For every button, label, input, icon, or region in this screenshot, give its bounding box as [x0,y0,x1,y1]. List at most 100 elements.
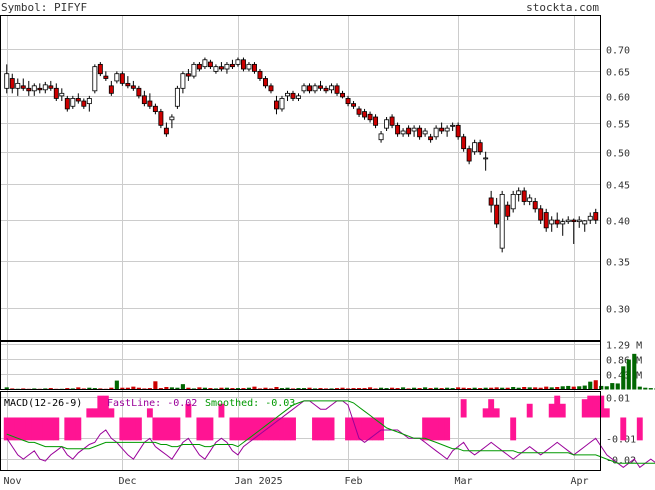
volume-bar [246,387,252,390]
macd-block [290,417,296,441]
macd-block [97,395,104,418]
volume-bar [577,386,582,390]
volume-bar [450,388,455,390]
candle-body [257,70,263,79]
volume-bar [158,388,163,390]
volume-bar [555,387,560,390]
candle-body [274,100,279,110]
volume-bar [147,388,152,390]
macd-block [146,408,153,418]
volume-bar [643,387,648,390]
volume-bar [588,381,593,390]
volume-bar [367,387,373,390]
volume-bar [351,388,356,390]
candle-body [378,133,384,141]
candle-body [246,63,252,70]
candle-body [185,73,191,77]
macd-block [9,417,16,441]
volume-bar [560,386,565,390]
macd-block [20,417,27,441]
candle-body [323,87,329,92]
macd-block [25,417,32,441]
volume-bar [615,383,620,390]
price-panel-frame [0,15,601,341]
candle-body [147,100,153,107]
candle-body [521,190,527,202]
macd-block [157,417,164,441]
candle-body [560,221,566,225]
candle-body [312,85,318,92]
volume-bar [301,388,307,390]
macd-block [620,417,627,441]
volume-bar [290,388,296,390]
volume-tick-label: 0.86 M [606,356,642,367]
macd-block [482,408,489,418]
candle-body [229,63,235,68]
candle-body [417,127,423,138]
volume-bar [21,388,26,390]
candle-body [538,208,544,221]
candle-body [196,63,202,70]
macd-block [279,417,285,441]
candle-body [329,85,334,91]
macd-block [323,417,329,441]
candle-body [103,75,109,79]
volume-bar [401,387,406,390]
volume-bar [516,387,521,390]
macd-block [36,417,43,441]
volume-bar [241,388,246,390]
volume-bar [142,388,147,390]
price-tick-label: 0.55 [606,120,630,131]
macd-block [185,403,192,418]
candle-body [362,111,368,118]
volume-bar [202,387,207,390]
candle-body [268,85,274,92]
volume-bar [87,387,92,390]
volume-bar [197,387,202,390]
volume-bar [626,359,631,390]
macd-block [559,403,566,418]
candle-body [406,127,412,135]
macd-block [598,395,605,418]
macd-block [262,417,269,441]
volume-bar [307,387,312,390]
volume-bar [390,387,395,390]
volume-bar [131,386,136,390]
volume-bar [279,388,285,390]
candle-body [263,78,268,87]
fastline-legend: FastLine: -0.02 [107,398,197,409]
volume-bar [544,386,549,390]
macd-block [268,417,274,441]
candle-body [9,78,15,89]
macd-block [124,417,131,441]
volume-bar [191,388,196,390]
macd-panel-frame [0,391,601,471]
candle-body [345,98,351,105]
candle-body [422,130,428,135]
candle-body [136,87,142,97]
volume-bar [439,388,444,390]
volume-bar [379,387,384,390]
candle-body [213,66,219,72]
candle-body [510,193,516,210]
price-tick-label: 0.35 [606,258,630,269]
macd-block [69,417,76,441]
macd-block [510,417,517,441]
macd-title: MACD(12-26-9) [4,398,82,409]
candle-body [527,197,533,202]
candle-body [351,103,357,107]
volume-bar [235,388,241,390]
candle-body [505,204,511,217]
candle-body [4,73,10,89]
macd-block [53,417,60,441]
macd-block [526,403,533,418]
volume-bar [582,385,587,390]
candle-body [318,85,323,89]
volume-bar [511,387,516,390]
volume-bar [252,386,257,390]
volume-bar [533,387,538,390]
candle-body [301,85,307,92]
volume-bar [76,387,81,390]
volume-bar [180,384,185,390]
candle-body [125,82,131,87]
